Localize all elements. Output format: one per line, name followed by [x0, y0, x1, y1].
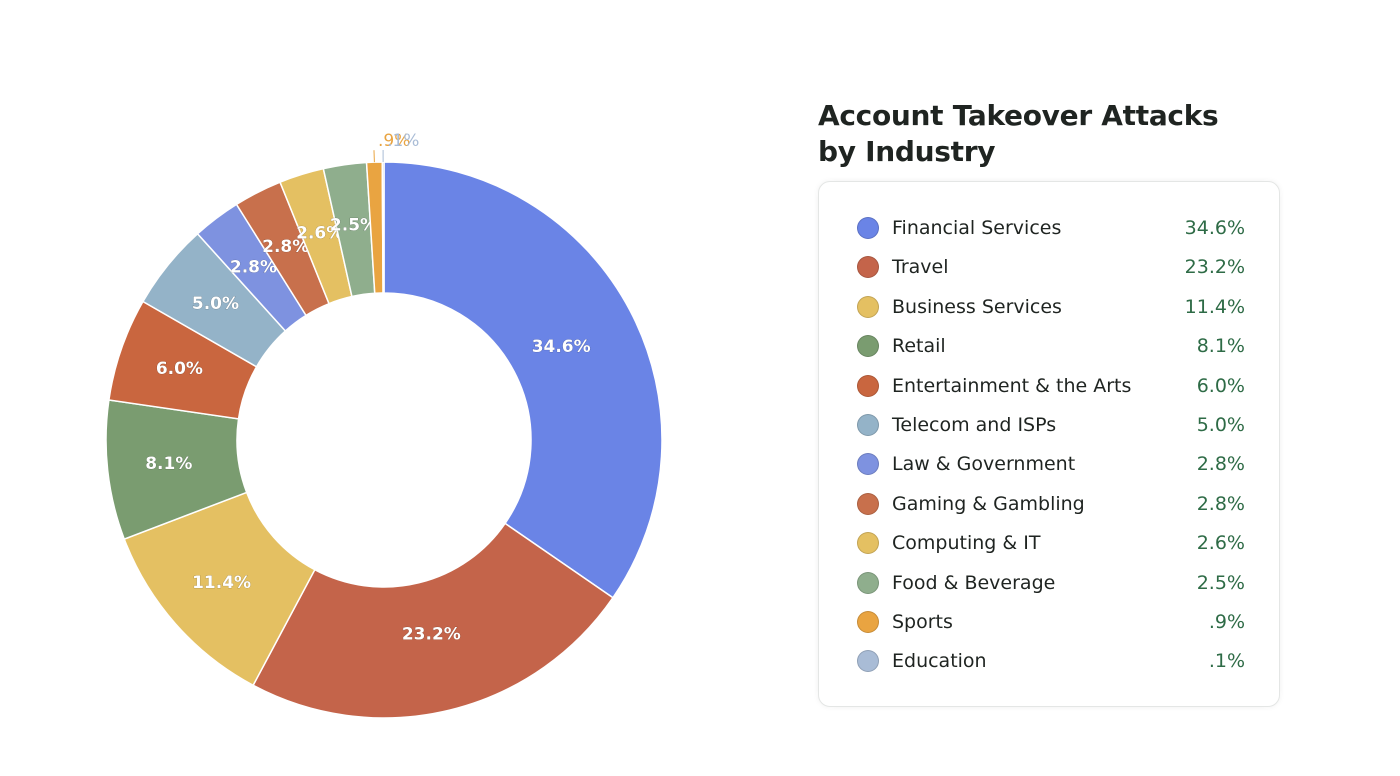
legend-swatch [857, 650, 879, 673]
legend-label: Education [892, 650, 987, 673]
legend-item-telecom-and-isps: Telecom and ISPs 5.0% [857, 410, 1245, 440]
legend-label: Telecom and ISPs [892, 414, 1057, 436]
slice-label-retail: 8.1% [145, 454, 192, 474]
legend-label: Entertainment & the Arts [892, 374, 1132, 397]
slice-label-law-and-government: 2.8% [230, 257, 277, 277]
chart-title: Account Takeover Attacks by Industry [818, 98, 1219, 170]
slice-label-food-and-beverage: 2.5% [330, 216, 377, 236]
legend-swatch [857, 374, 879, 397]
legend-value: 6.0% [1196, 374, 1245, 397]
legend-label: Business Services [892, 295, 1062, 318]
slice-label-telecom-and-isps: 5.0% [192, 294, 239, 314]
legend-label: Computing & IT [892, 532, 1041, 555]
legend-value: 8.1% [1196, 335, 1245, 358]
legend-swatch [857, 295, 879, 318]
legend-swatch [857, 256, 879, 279]
legend: Financial Services 34.6% Travel 23.2% Busine… [818, 181, 1280, 707]
legend-value: 2.8% [1196, 492, 1245, 515]
legend-item-financial-services: Financial Services 34.6% [857, 213, 1245, 243]
slice-label-financial-services: 34.6% [532, 337, 591, 357]
legend-swatch [857, 335, 879, 358]
legend-value: 34.6% [1184, 217, 1245, 239]
legend-label: Travel [892, 256, 949, 279]
legend-item-business-services: Business Services 11.4% [857, 292, 1245, 322]
chart-title-line-2: by Industry [818, 135, 996, 168]
legend-swatch [857, 571, 879, 594]
slice-label-education: .1% [387, 131, 419, 151]
slice-label-gaming-and-gambling: 2.8% [262, 237, 309, 257]
legend-item-retail: Retail 8.1% [857, 331, 1245, 361]
legend-value: 5.0% [1196, 414, 1245, 436]
legend-item-sports: Sports .9% [857, 607, 1245, 637]
slice-travel [252, 522, 614, 719]
slice-label-sports: .9% [378, 131, 410, 151]
legend-value: 11.4% [1184, 295, 1245, 318]
legend-item-travel: Travel 23.2% [857, 252, 1245, 282]
legend-label: Gaming & Gambling [892, 492, 1085, 515]
slice-label-computing-and-it: 2.6% [296, 223, 343, 243]
slice-education [381, 161, 385, 294]
legend-swatch [857, 532, 879, 555]
legend-swatch [857, 611, 879, 633]
legend-item-law-and-government: Law & Government 2.8% [857, 449, 1245, 479]
legend-swatch [857, 414, 879, 436]
legend-label: Sports [892, 611, 953, 633]
slice-label-travel: 23.2% [402, 624, 461, 644]
slice-label-entertainment-and-the-arts: 6.0% [156, 359, 203, 379]
legend-label: Food & Beverage [892, 571, 1056, 594]
legend-item-entertainment-and-the-arts: Entertainment & the Arts 6.0% [857, 371, 1245, 401]
legend-value: .1% [1208, 650, 1245, 673]
donut-chart: 34.6%23.2%11.4%8.1%6.0%5.0%2.8%2.8%2.6%2… [105, 131, 663, 719]
legend-value: 2.8% [1196, 453, 1245, 476]
legend-item-computing-and-it: Computing & IT 2.6% [857, 528, 1245, 558]
legend-item-food-and-beverage: Food & Beverage 2.5% [857, 568, 1245, 598]
legend-item-education: Education .1% [857, 646, 1245, 676]
legend-label: Retail [892, 335, 946, 358]
legend-value: 23.2% [1184, 256, 1245, 279]
legend-value: 2.6% [1196, 532, 1245, 555]
slice-financial-services [383, 161, 663, 599]
slice-label-business-services: 11.4% [192, 573, 251, 593]
legend-swatch [857, 453, 879, 476]
legend-label: Financial Services [892, 217, 1062, 239]
legend-value: .9% [1208, 611, 1245, 633]
legend-item-gaming-and-gambling: Gaming & Gambling 2.8% [857, 489, 1245, 519]
chart-title-line-1: Account Takeover Attacks [818, 99, 1219, 132]
legend-swatch [857, 217, 879, 239]
legend-label: Law & Government [892, 453, 1076, 476]
legend-swatch [857, 492, 879, 515]
legend-value: 2.5% [1196, 571, 1245, 594]
